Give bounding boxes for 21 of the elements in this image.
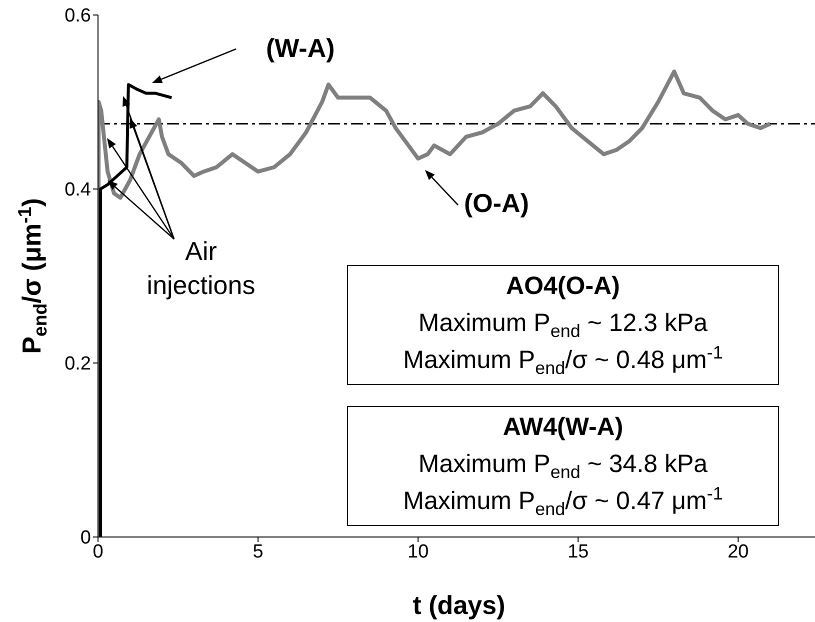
y-tick-label: 0.6 xyxy=(64,6,91,27)
annotation: Air injections xyxy=(146,235,256,302)
x-tick-label: 5 xyxy=(252,541,264,562)
annotation: (W-A) xyxy=(266,33,335,64)
text-box: AW4(W-A) Maximum P$_{end}$ ~ 34.8 kPa Maximum P$_{end}$/σ ~ 0.47 μm$^{-1}$ xyxy=(347,406,779,526)
annotation: Maximum P$_{end}$/σ ~ 0.47 μm$^{-1}$ xyxy=(402,483,724,520)
x-tick-label: 10 xyxy=(408,541,429,562)
y-tick-label: 0 xyxy=(80,528,91,549)
x-tick-label: 15 xyxy=(568,541,589,562)
annotation: AO4(O-A) xyxy=(505,271,621,302)
annotation: AW4(W-A) xyxy=(502,412,624,443)
y-tick-label: 0.4 xyxy=(64,180,92,201)
annotation: Maximum P$_{end}$/σ ~ 0.48 μm$^{-1}$ xyxy=(402,342,724,379)
annotation: (O-A) xyxy=(464,188,529,219)
annotation: Maximum P$_{end}$ ~ 12.3 kPa xyxy=(417,308,709,342)
annotation: Maximum P$_{end}$ ~ 34.8 kPa xyxy=(417,449,709,483)
x-tick-label: 20 xyxy=(728,541,749,562)
x-axis-title: t (days) xyxy=(412,590,506,621)
y-tick-label: 0.2 xyxy=(64,354,91,375)
text-box: AO4(O-A) Maximum P$_{end}$ ~ 12.3 kPa Maximum P$_{end}$/σ ~ 0.48 μm$^{-1}$ xyxy=(347,265,779,385)
line-series xyxy=(98,70,772,537)
